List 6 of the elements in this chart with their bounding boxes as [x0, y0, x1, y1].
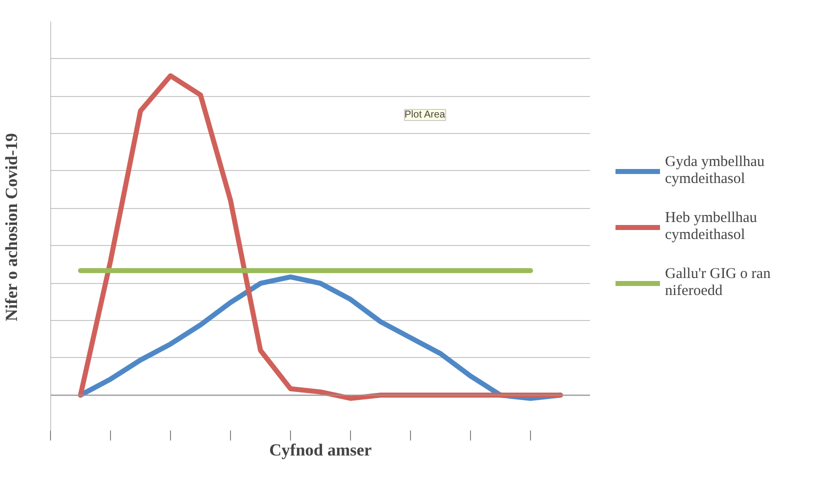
legend-label: Gyda ymbellhau cymdeithasol — [665, 154, 766, 188]
y-axis-title: Nifer o achosion Covid-19 — [2, 133, 21, 322]
legend-label: Gallu'r GIG o ran niferoedd — [665, 266, 772, 300]
legend-label: Heb ymbellhau cymdeithasol — [665, 210, 758, 244]
annotation: Plot Area — [404, 110, 446, 120]
x-axis-title: Cyfnod amser — [269, 440, 372, 460]
